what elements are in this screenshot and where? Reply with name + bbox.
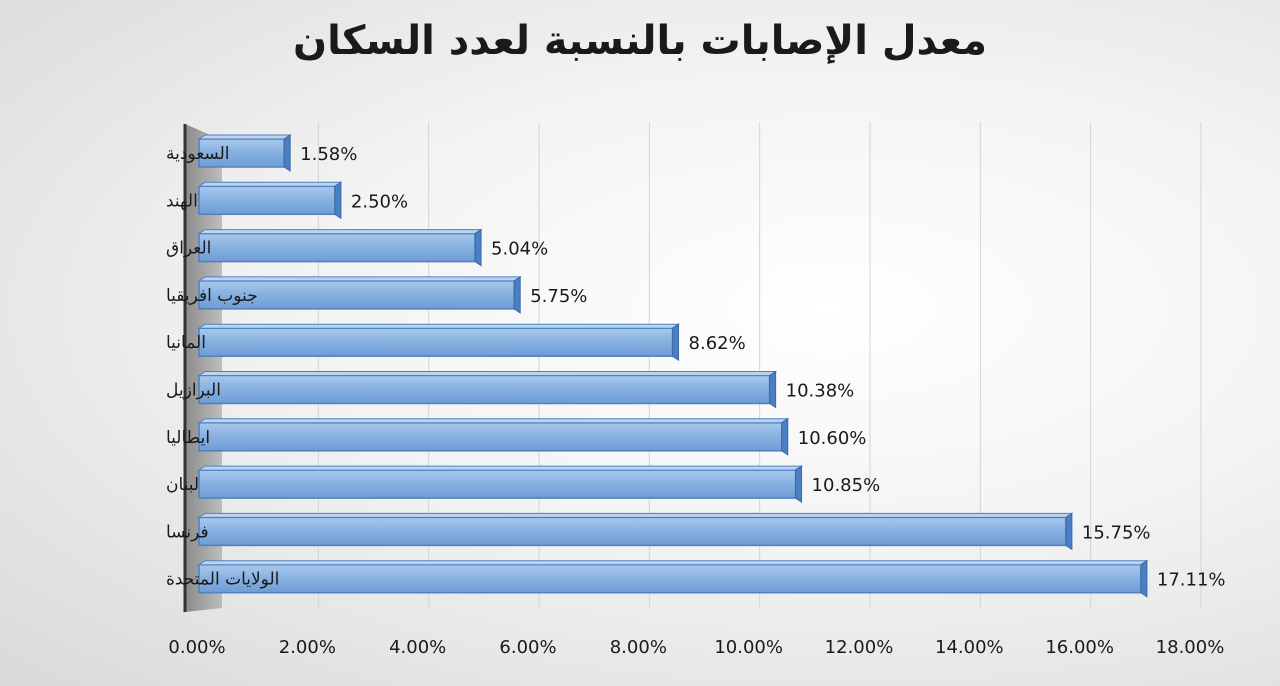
bar <box>197 370 778 409</box>
category-label: الهند <box>166 191 198 211</box>
bar-top-face <box>197 229 483 235</box>
category-label: جنوب افريقيا <box>166 286 258 306</box>
bar-value-label: 1.58% <box>300 144 357 165</box>
bar-value-label: 10.60% <box>798 428 867 449</box>
chart-title: معدل الإصابات بالنسبة لعدد السكان <box>292 18 988 64</box>
bar <box>197 134 292 172</box>
category-label: البرازيل <box>166 381 221 401</box>
bar-end-face <box>334 181 342 220</box>
bar-end-face <box>769 370 777 409</box>
bar <box>197 323 681 362</box>
bar <box>197 181 343 220</box>
bar-end-face <box>1065 512 1073 551</box>
x-tick-label: 0.00% <box>168 637 225 658</box>
bar-face <box>198 185 336 216</box>
x-tick-label: 10.00% <box>714 637 783 658</box>
bar-value-label: 10.38% <box>786 381 855 402</box>
bar-end-face <box>795 465 803 504</box>
bar <box>197 465 804 504</box>
category-label: العراق <box>166 239 211 259</box>
bar <box>197 512 1074 551</box>
bar-face <box>198 374 771 405</box>
category-label: المانيا <box>166 333 206 353</box>
category-label: فرنسا <box>166 522 209 542</box>
bar-value-label: 8.62% <box>689 333 746 354</box>
x-tick-label: 4.00% <box>389 637 446 658</box>
bar-end-face <box>1140 559 1148 598</box>
bar-end-face <box>781 417 789 456</box>
category-label: ايطاليا <box>166 428 210 448</box>
bar-end-face <box>672 323 680 362</box>
bar-end-face <box>283 134 291 172</box>
bar-value-label: 2.50% <box>351 191 408 212</box>
bar-top-face <box>197 418 790 424</box>
bar <box>197 275 522 314</box>
bar-face <box>198 422 783 452</box>
category-label: الولايات المتحدة <box>166 570 279 590</box>
bar-face <box>198 232 476 263</box>
bar-end-face <box>513 275 521 314</box>
category-label: لبنان <box>166 475 199 495</box>
x-tick-label: 8.00% <box>610 637 667 658</box>
bar-top-face <box>197 181 343 187</box>
bars <box>197 134 1149 598</box>
bar-top-face <box>197 371 778 376</box>
bar-face <box>198 516 1067 547</box>
x-tick-label: 2.00% <box>279 637 336 658</box>
bar-face <box>198 327 674 357</box>
labels: 0.00% 2.00% 4.00% 6.00% 8.00% 10.00% 12.00% 14.… <box>166 144 1226 658</box>
bar <box>197 228 483 267</box>
x-tick-label: 18.00% <box>1156 637 1225 658</box>
bar-top-face <box>197 560 1149 566</box>
bar-top-face <box>197 276 522 282</box>
bar-face <box>198 563 1142 594</box>
bar-top-face <box>197 465 804 471</box>
bar <box>197 559 1149 598</box>
x-tick-label: 6.00% <box>499 637 556 658</box>
bar-top-face <box>197 134 292 140</box>
bar-top-face <box>197 512 1074 518</box>
category-label: السعودية <box>166 144 229 164</box>
bar-face <box>198 280 515 310</box>
bar-value-label: 5.75% <box>530 286 587 307</box>
bar-value-label: 5.04% <box>491 239 548 260</box>
bar-value-label: 10.85% <box>812 475 881 496</box>
x-tick-label: 12.00% <box>825 637 894 658</box>
bar-face <box>198 469 797 499</box>
x-tick-label: 14.00% <box>935 637 1004 658</box>
bar-value-label: 17.11% <box>1157 570 1226 591</box>
bar <box>197 417 790 456</box>
bar-top-face <box>197 323 681 329</box>
bar-end-face <box>474 228 482 267</box>
bar-value-label: 15.75% <box>1082 522 1151 543</box>
x-tick-label: 16.00% <box>1045 637 1114 658</box>
